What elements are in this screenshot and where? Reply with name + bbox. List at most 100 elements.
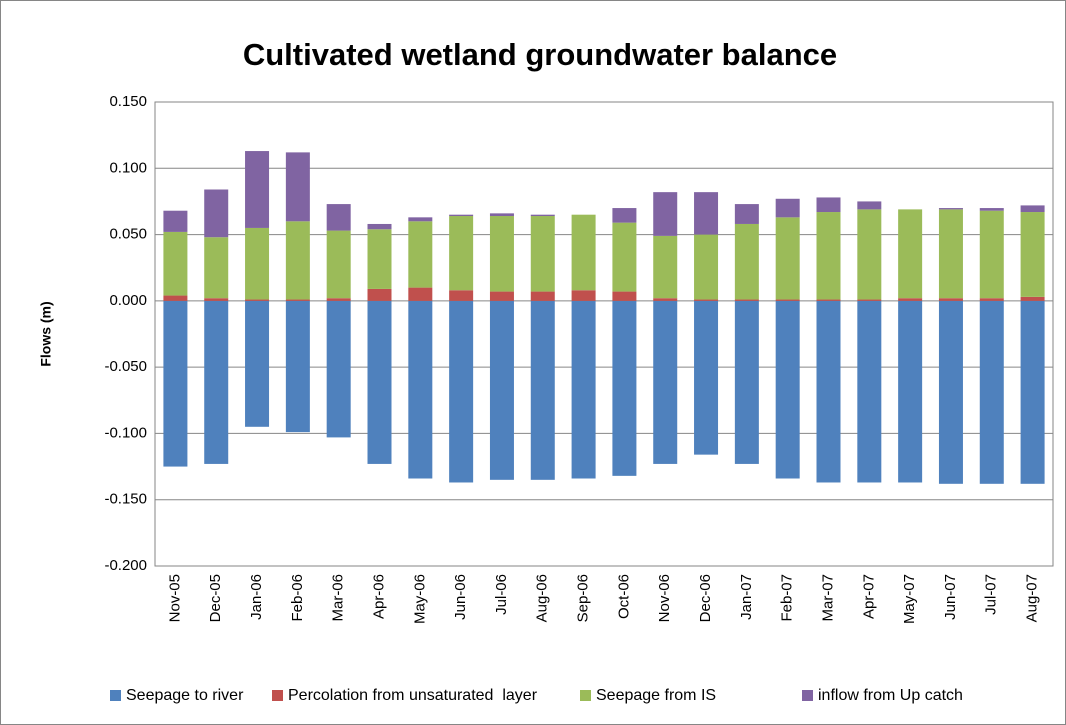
x-tick-label: Mar-06 [330, 574, 347, 622]
bar-segment [938, 209, 963, 299]
bar-segment [694, 299, 719, 301]
bar-segment [204, 237, 229, 299]
y-tick-label: -0.150 [104, 491, 147, 508]
bar-segment [449, 216, 474, 291]
bar-segment [694, 300, 719, 455]
bar-segment [694, 234, 719, 300]
bar-segment [449, 214, 474, 217]
x-tick-label: Jun-06 [452, 574, 469, 620]
bar-segment [204, 300, 229, 464]
bar-segment [245, 300, 270, 427]
bar-segment [1020, 205, 1045, 213]
bar-segment [408, 300, 433, 479]
bar-segment [449, 300, 474, 483]
bar-segment [1020, 300, 1045, 484]
plot-border [154, 101, 1054, 567]
bar-segment [245, 227, 270, 300]
bar-segment [1020, 296, 1045, 301]
bar-segment [367, 229, 392, 289]
bar-segment [734, 223, 759, 300]
x-tick-label: Sep-06 [575, 574, 592, 622]
bar-segment [204, 298, 229, 301]
bar-segment [979, 208, 1004, 211]
legend-swatch [802, 690, 813, 701]
x-tick-label: Feb-07 [779, 574, 796, 622]
bar-segment [694, 192, 719, 235]
bar-segment [489, 291, 514, 301]
bar-segment [408, 221, 433, 288]
bar-segment [163, 295, 188, 301]
bar-segment [816, 300, 841, 483]
bar-segment [612, 222, 637, 292]
bar-segment [571, 300, 596, 479]
bar-segment [285, 300, 310, 433]
x-tick-label: May-07 [901, 574, 918, 624]
x-tick-label: Apr-06 [370, 574, 387, 619]
bar-segment [285, 221, 310, 300]
bar-segment [857, 209, 882, 300]
bar-segment [367, 300, 392, 464]
bar-segment [857, 299, 882, 301]
x-tick-label: Jan-06 [248, 574, 265, 620]
bar-segment [245, 299, 270, 301]
x-tick-label: Feb-06 [289, 574, 306, 622]
bar-segment [979, 210, 1004, 299]
legend-label: Seepage to river [126, 687, 244, 704]
bar-segment [898, 209, 923, 299]
bar-segment [367, 288, 392, 301]
x-tick-label: Jul-07 [983, 574, 1000, 615]
x-tick-label: Aug-07 [1024, 574, 1041, 622]
bar-segment [326, 298, 351, 301]
bar-segment [734, 299, 759, 301]
bar-segment [408, 217, 433, 222]
x-tick-label: May-06 [411, 574, 428, 624]
bar-segment [530, 291, 555, 301]
bar-segment [734, 300, 759, 464]
bar-segment [979, 300, 1004, 484]
bar-segment [938, 208, 963, 210]
bar-segment [530, 216, 555, 292]
x-tick-label: Aug-06 [534, 574, 551, 622]
legend-label: Percolation from unsaturated layer [288, 687, 538, 704]
y-tick-label: 0.050 [109, 226, 147, 243]
bar-segment [367, 223, 392, 230]
bar-segment [775, 198, 800, 218]
bar-segment [204, 189, 229, 238]
bar-segment [408, 287, 433, 301]
bar-segment [816, 197, 841, 213]
bar-segment [938, 298, 963, 301]
bar-segment [734, 204, 759, 224]
bar-segment [326, 300, 351, 438]
legend-swatch [110, 690, 121, 701]
bar-segment [530, 300, 555, 480]
bar-segment [163, 300, 188, 467]
y-tick-label: 0.100 [109, 159, 147, 176]
bar-segment [245, 151, 270, 228]
y-tick-label: -0.200 [104, 557, 147, 574]
y-axis-label: Flows (m) [38, 301, 54, 366]
bar-segment [326, 204, 351, 231]
x-tick-label: Nov-06 [656, 574, 673, 622]
x-tick-label: Nov-05 [166, 574, 183, 622]
bar-segment [571, 214, 596, 291]
bar-segment [1020, 212, 1045, 297]
bar-segment [489, 216, 514, 292]
y-tick-label: 0.150 [109, 93, 147, 110]
x-tick-label: Dec-05 [207, 574, 224, 622]
bar-segment [816, 212, 841, 300]
legend-swatch [272, 690, 283, 701]
bar-segment [775, 299, 800, 301]
x-tick-label: Jan-07 [738, 574, 755, 620]
x-tick-label: Mar-07 [819, 574, 836, 622]
bar-segment [775, 217, 800, 300]
y-tick-label: 0.000 [109, 292, 147, 309]
bar-segment [612, 300, 637, 476]
bar-segment [653, 300, 678, 464]
x-tick-label: Dec-06 [697, 574, 714, 622]
bar-segment [775, 300, 800, 479]
bar-segment [938, 300, 963, 484]
bar-segment [898, 300, 923, 483]
bar-segment [857, 201, 882, 210]
legend-label: inflow from Up catch [818, 687, 963, 704]
